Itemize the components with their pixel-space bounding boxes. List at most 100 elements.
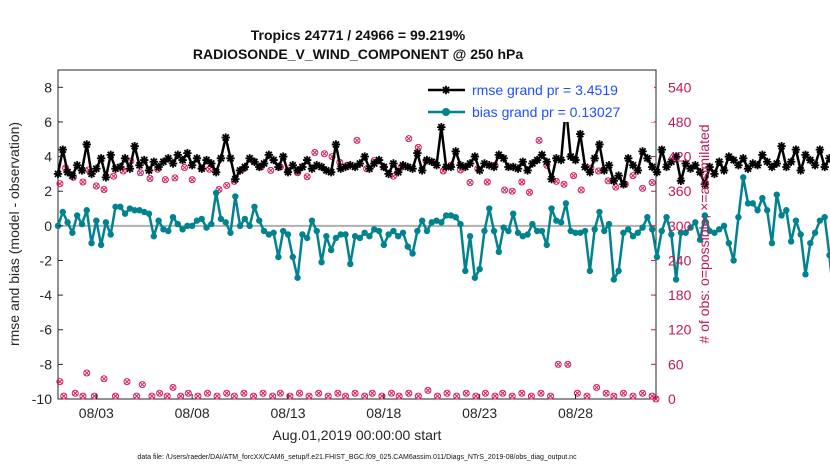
obs-possible-marker xyxy=(286,392,294,400)
bias-point xyxy=(165,227,172,235)
rmse-point xyxy=(825,154,830,163)
rmse-point xyxy=(624,154,633,163)
obs-possible-marker xyxy=(547,392,555,400)
bias-point xyxy=(184,222,191,230)
obs-assimilated-marker xyxy=(457,167,464,173)
obs-assimilated-marker xyxy=(354,137,360,144)
obs-assimilated-marker xyxy=(555,361,562,368)
bias-point xyxy=(375,227,383,235)
obs-assimilated-marker xyxy=(80,393,86,399)
rmse-point xyxy=(480,159,489,168)
bias-point xyxy=(802,271,809,278)
rmse-point xyxy=(168,159,178,168)
rmse-point xyxy=(322,166,331,175)
bias-point xyxy=(658,227,665,235)
obs-assimilated-marker xyxy=(223,390,230,397)
obs-assimilated-marker xyxy=(499,390,506,397)
obs-assimilated-marker xyxy=(425,387,431,394)
obs-possible-marker xyxy=(92,182,100,190)
obs-assimilated-marker xyxy=(304,173,311,180)
rmse-point xyxy=(580,162,590,172)
bias-point xyxy=(97,241,105,249)
obs-assimilated-marker xyxy=(484,179,491,185)
bias-point xyxy=(361,229,368,236)
rmse-point xyxy=(192,154,202,163)
obs-possible-marker xyxy=(259,389,267,397)
obs-assimilated-marker xyxy=(83,370,90,376)
obs-possible-marker xyxy=(453,392,461,400)
obs-assimilated-marker xyxy=(620,390,627,397)
bias-point xyxy=(529,220,536,228)
obs-possible-marker xyxy=(90,392,98,400)
obs-possible-marker xyxy=(311,149,319,157)
bias-point xyxy=(347,260,354,268)
obs-possible-marker xyxy=(424,386,432,394)
chart-title: Tropics 24771 / 24966 = 99.219% xyxy=(251,27,466,43)
bias-point xyxy=(826,252,830,259)
obs-possible-marker xyxy=(610,392,618,400)
legend-rmse-label: rmse grand pr = 3.4519 xyxy=(472,82,618,98)
obs-assimilated-marker xyxy=(101,186,107,193)
rmse-point xyxy=(652,167,662,177)
rmse-point xyxy=(197,164,206,173)
y-tick-label: 0 xyxy=(44,218,52,234)
obs-possible-marker xyxy=(171,174,179,182)
bias-point xyxy=(418,217,426,224)
y2-axis-label: # of obs: o=possible; ×=assimilated xyxy=(696,124,712,343)
obs-possible-marker xyxy=(83,369,91,377)
obs-assimilated-marker xyxy=(223,182,230,189)
obs-assimilated-marker xyxy=(139,381,146,388)
bias-point xyxy=(716,226,723,233)
bias-point xyxy=(711,229,718,236)
bias-point xyxy=(270,229,277,236)
y2-tick-label: 480 xyxy=(668,114,692,130)
obs-possible-marker xyxy=(163,392,171,400)
bias-point xyxy=(744,200,752,207)
rmse-point xyxy=(106,150,115,160)
bias-point xyxy=(395,233,402,240)
obs-assimilated-marker xyxy=(630,393,636,399)
obs-assimilated-marker xyxy=(101,375,107,382)
bias-point xyxy=(212,189,220,197)
rmse-point xyxy=(590,154,599,163)
rmse-point xyxy=(374,155,384,165)
obs-assimilated-marker xyxy=(241,390,247,397)
rmse-point xyxy=(202,155,211,165)
y2-tick-label: 300 xyxy=(668,218,692,234)
rmse-point xyxy=(604,161,614,170)
obs-possible-marker xyxy=(518,389,526,397)
rmse-point xyxy=(336,164,345,173)
obs-possible-marker xyxy=(462,389,470,397)
obs-possible-marker xyxy=(213,392,221,400)
x-tick-label: 08/28 xyxy=(558,405,593,421)
rmse-point xyxy=(638,147,647,156)
obs-assimilated-marker xyxy=(369,390,376,397)
bias-point xyxy=(620,229,627,236)
obs-possible-marker xyxy=(527,392,535,400)
obs-assimilated-marker xyxy=(269,393,276,399)
rmse-point xyxy=(125,164,135,173)
rmse-point xyxy=(513,164,523,173)
rmse-point xyxy=(183,148,192,158)
obs-assimilated-marker xyxy=(260,390,266,397)
rmse-point xyxy=(470,152,480,161)
rmse-point xyxy=(116,162,125,172)
obs-possible-marker xyxy=(161,176,169,184)
rmse-point xyxy=(446,162,456,172)
bias-point xyxy=(783,207,790,214)
bias-point xyxy=(337,231,344,238)
rmse-point xyxy=(370,159,379,168)
obs-possible-marker xyxy=(138,381,146,389)
bias-point xyxy=(466,233,474,240)
rmse-point xyxy=(264,150,274,160)
obs-possible-marker xyxy=(181,164,188,172)
obs-assimilated-marker xyxy=(137,169,144,176)
bias-point xyxy=(763,207,771,214)
obs-assimilated-marker xyxy=(231,393,238,399)
obs-possible-marker xyxy=(146,175,154,183)
obs-possible-marker xyxy=(133,392,141,400)
y-axis-label: rmse and bias (model - observation) xyxy=(6,122,22,346)
rmse-point xyxy=(144,166,154,175)
rmse-point xyxy=(710,169,719,179)
